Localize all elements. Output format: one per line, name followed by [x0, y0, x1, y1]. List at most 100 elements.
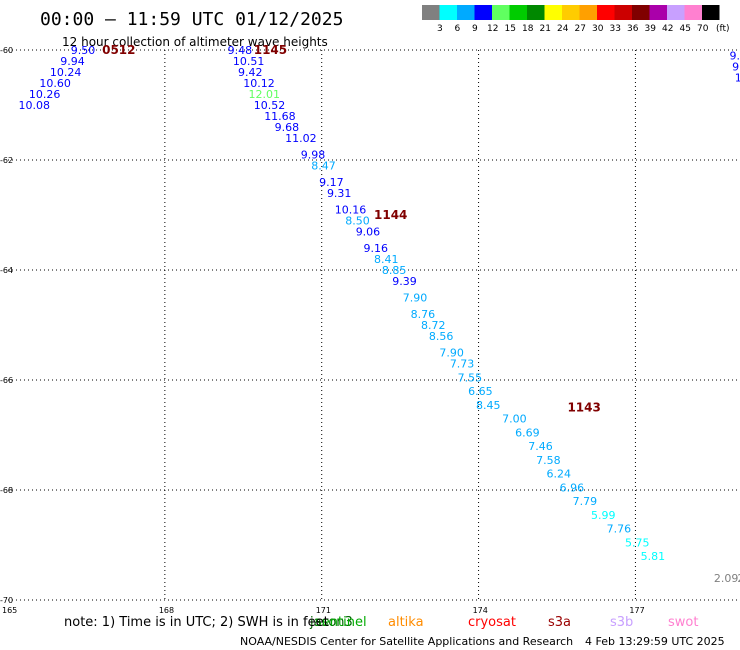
x-tick-label: 177 — [629, 606, 644, 615]
data-point: 7.90 — [439, 347, 464, 360]
data-point: 7.55 — [458, 371, 483, 384]
pass-label: 1144 — [374, 208, 407, 222]
colorbar-swatch — [439, 5, 457, 20]
colorbar-label: 21 — [540, 24, 551, 34]
footer-credit: NOAA/NESDIS Center for Satellite Applica… — [240, 635, 573, 648]
data-point: 7.73 — [450, 358, 475, 371]
data-point: 10.52 — [254, 99, 286, 112]
colorbar-swatch — [614, 5, 632, 20]
data-point: 7.76 — [607, 523, 632, 536]
x-tick-label: 174 — [473, 606, 488, 615]
colorbar-swatch — [527, 5, 545, 20]
colorbar-label: 18 — [522, 24, 534, 34]
data-point: 9.31 — [327, 187, 352, 200]
data-point: 8.41 — [374, 253, 399, 266]
data-point: 9.39 — [392, 275, 417, 288]
colorbar-label: 6 — [455, 24, 461, 34]
data-point: 9.28 — [730, 50, 740, 63]
pass-label: 0512 — [102, 43, 135, 57]
data-point: 10 — [735, 72, 740, 85]
x-tick-label: 171 — [316, 606, 331, 615]
x-tick-label: 165 — [2, 606, 17, 615]
data-point: 8.56 — [429, 330, 454, 343]
colorbar-swatch — [702, 5, 720, 20]
legend-entry: cryosat — [468, 615, 516, 630]
legend-entry: altika — [388, 615, 424, 630]
data-point: 9.94 — [60, 55, 85, 68]
colorbar-label: 9 — [472, 24, 478, 34]
colorbar-swatch — [579, 5, 597, 20]
data-point: 9.68 — [275, 121, 300, 134]
data-point: 8.85 — [382, 264, 407, 277]
footer-timestamp: 4 Feb 13:29:59 UTC 2025 — [585, 635, 725, 648]
data-point: 6.96 — [560, 481, 585, 494]
pass-label: 1145 — [254, 43, 287, 57]
data-point: 9.17 — [319, 176, 344, 189]
colorbar-label: 42 — [662, 24, 673, 34]
legend-entry: swot — [668, 615, 698, 630]
data-point: 5.99 — [591, 509, 616, 522]
plot-area: 165 168 171 174 177-60-62-64-66-68-709.509.9… — [0, 43, 740, 615]
y-tick-label: -66 — [0, 376, 13, 385]
data-point: 9.16 — [364, 242, 389, 255]
y-tick-label: -64 — [0, 266, 13, 275]
y-tick-label: -60 — [0, 46, 13, 55]
colorbar-swatch — [597, 5, 615, 20]
data-point: 6.69 — [515, 426, 540, 439]
colorbar-label: 36 — [627, 24, 639, 34]
data-point: 7.58 — [536, 454, 561, 467]
colorbar-swatch — [684, 5, 702, 20]
colorbar-swatch — [457, 5, 475, 20]
data-point: 10.60 — [39, 77, 71, 90]
chart-subtitle: 12 hour collection of altimeter wave hei… — [62, 35, 328, 49]
colorbar-swatch — [562, 5, 580, 20]
colorbar-swatch — [544, 5, 562, 20]
data-point: 7.46 — [528, 440, 553, 453]
colorbar-swatch — [474, 5, 492, 20]
data-point: 8.47 — [311, 160, 336, 173]
legend-entry: jason3 — [309, 615, 353, 630]
data-point: 9.42 — [238, 66, 262, 79]
data-point: 11.68 — [264, 110, 296, 123]
data-point: 7.00 — [502, 413, 526, 426]
data-point: 8.45 — [476, 399, 501, 412]
colorbar-label: 30 — [592, 24, 604, 34]
colorbar-swatch — [509, 5, 527, 20]
colorbar-label: 39 — [645, 24, 657, 34]
colorbar-label: 24 — [557, 24, 569, 34]
legend-entry: s3b — [610, 615, 633, 630]
data-point: 10.24 — [50, 66, 81, 79]
note-text: note: 1) Time is in UTC; 2) SWH is in fe… — [64, 615, 329, 630]
colorbar-swatch — [667, 5, 685, 20]
y-tick-label: -70 — [0, 596, 13, 605]
data-point: 6.65 — [468, 385, 493, 398]
data-point: 5.75 — [625, 536, 650, 549]
data-point: 5.81 — [641, 550, 666, 563]
pass-label: 1143 — [567, 401, 600, 415]
data-point: 10.26 — [29, 88, 60, 101]
data-point: 10.12 — [243, 77, 274, 90]
colorbar-unit: (ft) — [716, 24, 730, 34]
y-tick-label: -62 — [0, 156, 13, 165]
data-point: 10.16 — [335, 204, 367, 217]
colorbar-label: 33 — [610, 24, 621, 34]
colorbar-label: 3 — [437, 24, 443, 34]
chart-title: 00:00 – 11:59 UTC 01/12/2025 — [40, 9, 343, 30]
data-point: 8.72 — [421, 319, 446, 332]
colorbar: 3 6 9 12 15 18 21 24 27 30 33 36 39 42 45 70 — [422, 5, 720, 34]
data-point: 8.76 — [411, 308, 436, 321]
legend-entry: s3a — [548, 615, 571, 630]
data-point: 6.24 — [547, 468, 572, 481]
data-point: 12.01 — [249, 88, 281, 101]
colorbar-swatch — [649, 5, 667, 20]
colorbar-label: 70 — [697, 24, 709, 34]
data-point: 9.06 — [356, 226, 381, 239]
data-point: 10.51 — [233, 55, 264, 68]
y-tick-label: -68 — [0, 486, 13, 495]
colorbar-swatch — [632, 5, 650, 20]
data-point: 7.79 — [573, 495, 598, 508]
x-tick-label: 168 — [159, 606, 174, 615]
colorbar-label: 45 — [680, 24, 691, 34]
